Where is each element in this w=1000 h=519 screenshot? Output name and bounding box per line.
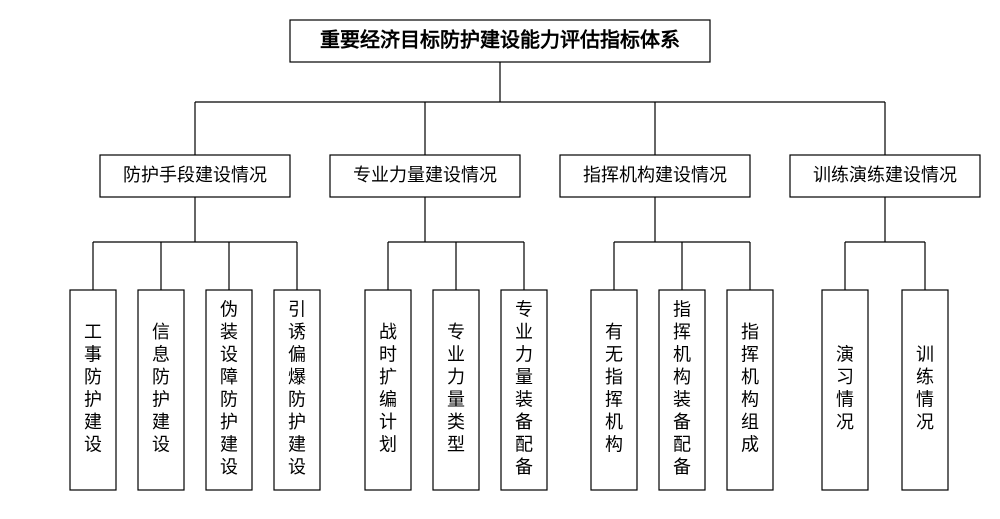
root-label: 重要经济目标防护建设能力评估指标体系 <box>320 28 680 52</box>
org-tree-diagram: 重要经济目标防护建设能力评估指标体系防护手段建设情况 专业力量建设情况 指挥机构建设… <box>0 0 1000 519</box>
mid-label: 训练演练建设情况 <box>813 165 957 185</box>
mid-label: 专业力量建设情况 <box>353 165 497 185</box>
mid-label: 防护手段建设情况 <box>123 165 267 185</box>
mid-label: 指挥机构建设情况 <box>583 165 727 185</box>
